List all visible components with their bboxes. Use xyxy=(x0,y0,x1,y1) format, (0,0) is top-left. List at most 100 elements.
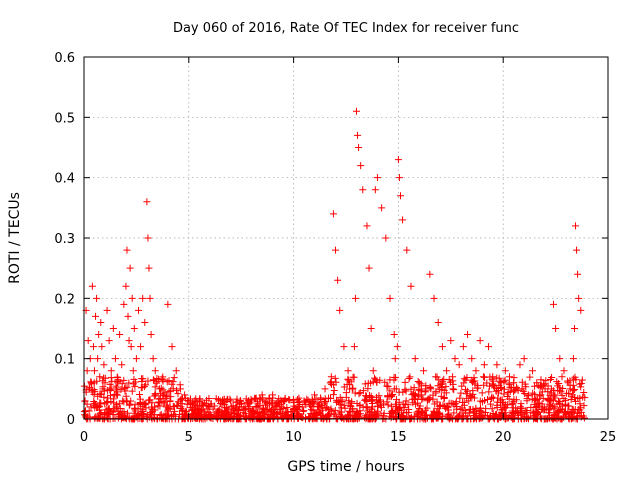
data-point xyxy=(146,294,154,302)
x-axis-label: GPS time / hours xyxy=(287,459,404,475)
background-point xyxy=(504,414,512,422)
background-point xyxy=(190,410,198,418)
data-point xyxy=(472,367,480,375)
data-point xyxy=(575,294,583,302)
background-point xyxy=(169,378,177,386)
background-point xyxy=(174,390,182,398)
data-point xyxy=(290,397,298,405)
background-point xyxy=(414,378,422,386)
y-tick-label: 0.1 xyxy=(54,353,75,368)
data-point xyxy=(394,156,402,164)
data-point xyxy=(373,174,381,182)
data-point xyxy=(111,355,119,363)
background-point xyxy=(342,389,350,397)
background-point xyxy=(555,414,563,422)
background-point xyxy=(546,376,554,384)
data-point xyxy=(227,397,235,405)
data-point xyxy=(545,397,553,405)
background-point xyxy=(151,406,159,414)
background-point xyxy=(510,397,518,405)
background-point xyxy=(317,394,325,402)
data-point xyxy=(392,385,400,393)
background-point xyxy=(551,403,559,411)
background-point xyxy=(250,407,258,415)
background-point xyxy=(214,407,222,415)
background-point xyxy=(542,377,550,385)
x-tick-label: 20 xyxy=(495,430,512,445)
background-point xyxy=(450,386,458,394)
data-point xyxy=(127,343,135,351)
background-point xyxy=(436,403,444,411)
background-point xyxy=(577,383,585,391)
background-point xyxy=(232,398,240,406)
background-point xyxy=(531,404,539,412)
background-point xyxy=(421,411,429,419)
background-point xyxy=(138,411,146,419)
background-point xyxy=(449,377,457,385)
background-point xyxy=(353,408,361,416)
background-point xyxy=(166,397,174,405)
data-point xyxy=(485,343,493,351)
background-point xyxy=(371,374,379,382)
background-point xyxy=(120,376,128,384)
background-point xyxy=(121,414,129,422)
data-point xyxy=(422,385,430,393)
background-point xyxy=(546,401,554,409)
data-point xyxy=(206,403,214,411)
background-point xyxy=(482,409,490,417)
background-point xyxy=(294,414,302,422)
background-point xyxy=(447,414,455,422)
background-point xyxy=(169,402,177,410)
data-point xyxy=(344,367,352,375)
background-point xyxy=(132,378,140,386)
background-point xyxy=(456,394,464,402)
background-point xyxy=(371,411,379,419)
data-point xyxy=(340,343,348,351)
background-point xyxy=(469,390,477,398)
background-point xyxy=(312,395,320,403)
background-point xyxy=(561,408,569,416)
background-point xyxy=(299,407,307,415)
background-point xyxy=(128,387,136,395)
data-point xyxy=(390,331,398,339)
y-tick-label: 0 xyxy=(67,413,75,428)
background-point xyxy=(390,376,398,384)
background-point xyxy=(284,408,292,416)
background-point xyxy=(507,384,515,392)
background-point xyxy=(159,414,167,422)
background-point xyxy=(402,397,410,405)
background-point xyxy=(564,377,572,385)
background-point xyxy=(359,387,367,395)
background-point xyxy=(434,414,442,422)
background-point xyxy=(380,412,388,420)
data-point xyxy=(577,306,585,314)
data-point xyxy=(332,246,340,254)
background-point xyxy=(308,396,316,404)
background-point xyxy=(549,396,557,404)
data-point xyxy=(129,367,137,375)
background-point xyxy=(577,408,585,416)
background-point xyxy=(307,405,315,413)
background-point xyxy=(91,388,99,396)
background-point xyxy=(423,397,431,405)
data-point xyxy=(415,379,423,387)
background-point xyxy=(195,409,203,417)
background-point xyxy=(410,384,418,392)
data-point xyxy=(524,391,532,399)
background-point xyxy=(437,380,445,388)
background-point xyxy=(535,392,543,400)
background-point xyxy=(444,406,452,414)
data-point xyxy=(85,385,93,393)
background-point xyxy=(125,379,133,387)
data-point xyxy=(122,282,130,290)
data-point xyxy=(566,385,574,393)
background-point xyxy=(97,409,105,417)
background-point xyxy=(424,395,432,403)
background-point xyxy=(505,395,513,403)
background-point xyxy=(387,402,395,410)
data-point xyxy=(128,294,136,302)
data-point xyxy=(258,391,266,399)
background-point xyxy=(211,402,219,410)
data-point xyxy=(355,144,363,151)
